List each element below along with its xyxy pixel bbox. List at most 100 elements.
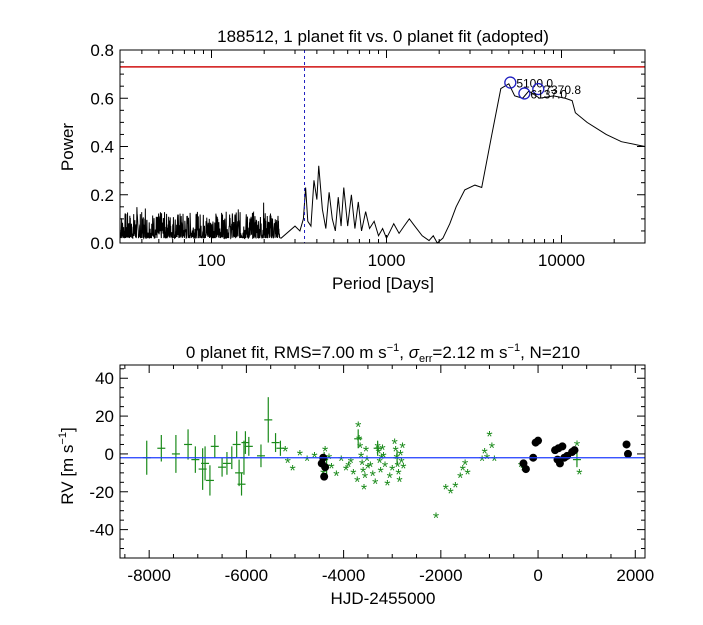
periodogram-x-axis-label: Period [Days] (332, 274, 434, 293)
rv-title-mid: =2.12 m s (432, 343, 507, 362)
star-point: * (375, 440, 381, 457)
periodogram-frame (119, 49, 646, 244)
errorbar-point (210, 435, 219, 458)
star-point: * (394, 459, 400, 476)
star-point: * (393, 444, 399, 461)
star-point: * (576, 467, 582, 484)
x-tick-label: -6000 (225, 566, 268, 585)
periodogram-y-axis-label: Power (58, 123, 77, 172)
errorbar-point (218, 457, 227, 477)
rv-title-lead: 0 planet fit, RMS=7.00 m s (186, 343, 387, 362)
x-tick-label: 2000 (616, 566, 654, 585)
star-point: * (289, 463, 295, 480)
errorbar-point (373, 440, 382, 456)
y-tick-label: 40 (95, 369, 114, 388)
dot-point (570, 446, 579, 455)
errorbar-point (237, 472, 246, 496)
periodogram-y-ticks: 0.0 0.2 0.4 0.6 0.8 (90, 41, 645, 253)
star-point: * (345, 459, 351, 476)
rv-chart: 0 planet fit, RMS=7.00 m s−1, σerr=2.12 … (57, 342, 654, 608)
star-point: * (338, 454, 344, 471)
star-point: * (361, 482, 367, 499)
star-point: * (479, 454, 485, 471)
y-tick-label: 20 (95, 407, 114, 426)
star-point: * (356, 433, 362, 450)
rv-x-ticks: -8000 -6000 -4000 -2000 0 2000 (124, 365, 654, 585)
star-point: * (376, 456, 382, 473)
star-point: * (282, 444, 288, 461)
errorbar-point (271, 433, 280, 453)
star-point: * (399, 440, 405, 457)
star-point: * (389, 463, 395, 480)
errorbar-point (256, 444, 265, 468)
x-tick-label: 1000 (368, 251, 406, 270)
star-point: * (343, 463, 349, 480)
y-tick-label: -20 (89, 483, 114, 502)
star-point: * (481, 446, 487, 463)
rv-frame (119, 364, 646, 559)
rv-y-ticks: -40 -20 0 20 40 (89, 368, 645, 550)
star-point: * (357, 440, 363, 457)
star-point: * (365, 461, 371, 478)
x-tick-label: -4000 (322, 566, 365, 585)
star-point: * (326, 452, 332, 469)
rv-title-err-sub: err (419, 353, 433, 365)
rv-y-axis-label: RV [m s−1] (57, 427, 77, 504)
rv-title-err-exp: −1 (508, 342, 521, 354)
star-point: * (392, 437, 398, 454)
errorbar-point (264, 397, 273, 443)
star-point: * (362, 471, 368, 488)
star-point: * (491, 454, 497, 471)
rv-title-rms-exp: −1 (387, 342, 400, 354)
x-tick-label: 10000 (538, 251, 585, 270)
errorbar-point (191, 446, 200, 473)
star-point: * (377, 465, 383, 482)
star-point: * (393, 452, 399, 469)
periodogram-title: 188512, 1 planet fit vs. 0 planet fit (a… (217, 27, 549, 46)
peak-label: 7370.8 (544, 83, 581, 97)
star-point: * (400, 461, 406, 478)
star-point: * (370, 469, 376, 486)
errorbar-point (171, 435, 180, 473)
periodogram-line (119, 83, 646, 244)
y-tick-label: 0.8 (90, 41, 114, 60)
y-tick-label: 0.2 (90, 186, 114, 205)
rv-plot-area: **** ************************************… (120, 397, 645, 527)
dot-point (321, 463, 330, 472)
rv-title-sigma: σ (409, 343, 420, 362)
y-tick-label: -40 (89, 521, 114, 540)
star-point: * (379, 442, 385, 459)
dot-point (521, 465, 530, 474)
star-point: * (363, 444, 369, 461)
star-point: * (355, 420, 361, 437)
star-point: * (518, 459, 524, 476)
x-tick-label: 0 (533, 566, 542, 585)
star-point: * (489, 440, 495, 457)
star-point: * (285, 456, 291, 473)
star-point: * (447, 486, 453, 503)
rv-x-axis-label: HJD-2455000 (331, 589, 436, 608)
rv-title: 0 planet fit, RMS=7.00 m s−1, σerr=2.12 … (186, 342, 580, 365)
star-point: * (378, 452, 384, 469)
periodogram-x-ticks: 100 1000 10000 (119, 50, 646, 270)
periodogram-chart: 188512, 1 planet fit vs. 0 planet fit (a… (58, 27, 646, 293)
star-point: * (462, 457, 468, 474)
rv-y-label-lead: RV [m s (58, 445, 77, 505)
star-point: * (460, 463, 466, 480)
dot-point (534, 436, 543, 445)
star-point: * (359, 457, 365, 474)
dot-point (555, 459, 564, 468)
errorbar-point (205, 465, 214, 496)
errorbar-point (241, 431, 250, 454)
star-point: * (382, 459, 388, 476)
rv-title-sep: , (399, 343, 408, 362)
errorbar-point (184, 429, 193, 460)
peak-label: 6137.0 (530, 87, 567, 101)
star-point: * (304, 454, 310, 471)
star-point: * (486, 429, 492, 446)
star-point: * (375, 446, 381, 463)
errorbar-point (276, 440, 285, 456)
star-point: * (452, 480, 458, 497)
